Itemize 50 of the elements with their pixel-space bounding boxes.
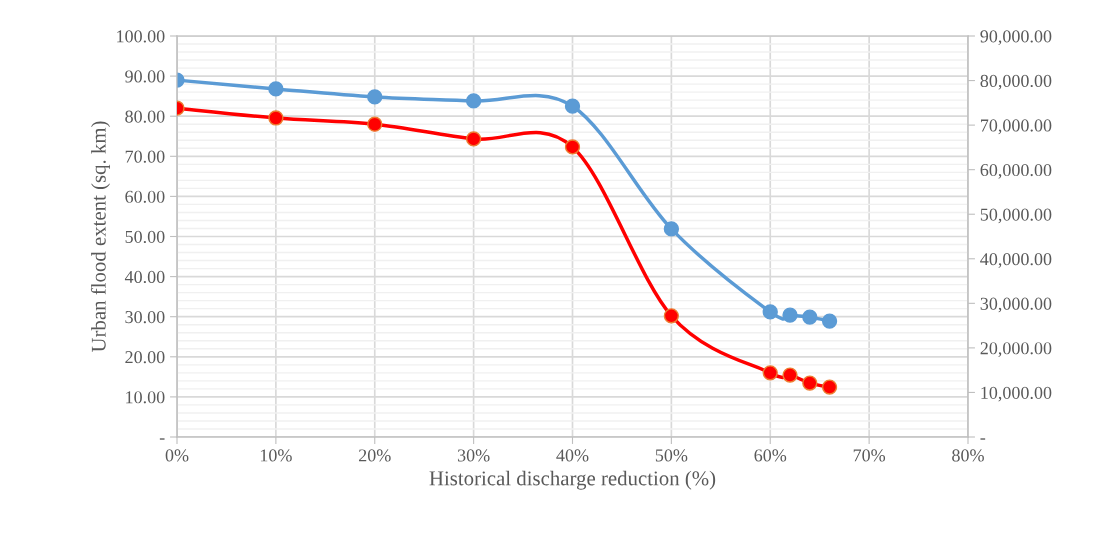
point — [268, 110, 284, 126]
point — [663, 308, 680, 324]
y2-tick-label: - — [980, 438, 986, 440]
y2-tick-label: 60,000.00 — [980, 163, 1052, 179]
point — [465, 131, 482, 147]
y2-tick-label: 50,000.00 — [980, 208, 1052, 224]
y-axis-title: Urban flood extent (sq. km) — [90, 121, 110, 353]
y-tick-label: 80.00 — [125, 110, 165, 123]
x-tick-label: 80% — [952, 449, 984, 462]
point — [564, 139, 581, 155]
point — [782, 367, 798, 383]
point — [762, 304, 778, 320]
point — [782, 307, 798, 323]
point — [821, 313, 838, 329]
point — [802, 309, 818, 325]
y-tick-label: 50.00 — [125, 230, 165, 244]
point — [465, 93, 482, 109]
y-tick-label: - — [159, 438, 165, 440]
point — [762, 365, 778, 381]
y-tick-label: 70.00 — [125, 150, 165, 163]
x-axis-title: Historical discharge reduction (%) — [429, 470, 716, 490]
y-tick-label: 60.00 — [125, 190, 165, 203]
x-tick-label: 50% — [655, 449, 688, 462]
x-tick-label: 60% — [754, 449, 787, 462]
y2-tick-label: 90,000.00 — [980, 30, 1052, 46]
y-tick-label: 20.00 — [125, 351, 165, 364]
x-tick-label: 0% — [165, 449, 189, 462]
point — [802, 375, 818, 391]
y-tick-label: 90.00 — [125, 70, 165, 83]
point — [663, 221, 680, 237]
x-tick-label: 70% — [853, 449, 886, 462]
y2-tick-label: 10,000.00 — [981, 386, 1052, 402]
y2-tick-label: 20,000.00 — [980, 342, 1052, 357]
x-tick-label: 20% — [359, 449, 391, 462]
x-tick-label: 10% — [260, 449, 292, 462]
x-tick-label: 40% — [556, 449, 589, 462]
y2-tick-label: 30,000.00 — [980, 297, 1052, 313]
point — [367, 89, 383, 105]
x-tick-label: 30% — [457, 449, 490, 462]
y-tick-label: 30.00 — [125, 310, 165, 324]
point — [564, 98, 581, 114]
y2-tick-label: 40,000.00 — [980, 253, 1052, 268]
y-tick-label: 100.00 — [117, 30, 165, 43]
point — [821, 379, 838, 395]
y-tick-label: 10.00 — [126, 391, 165, 404]
y-tick-label: 40.00 — [124, 270, 165, 284]
y2-tick-label: 80,000.00 — [980, 74, 1052, 90]
point — [268, 81, 284, 97]
y2-tick-label: 70,000.00 — [981, 119, 1052, 135]
point — [367, 116, 383, 132]
